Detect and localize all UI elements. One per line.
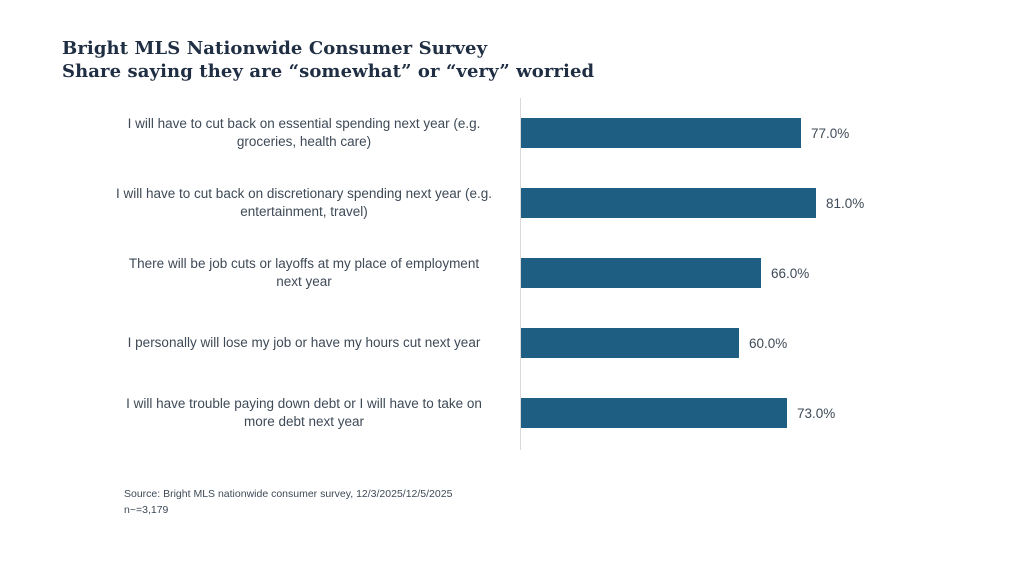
chart-title-line1: Bright MLS Nationwide Consumer Survey [62, 38, 488, 59]
bar [521, 398, 787, 428]
chart-row: I will have to cut back on discretionary… [100, 168, 920, 238]
category-label: There will be job cuts or layoffs at my … [128, 256, 480, 289]
category-label: I will have to cut back on discretionary… [116, 186, 492, 219]
value-label: 66.0% [771, 265, 810, 281]
chart-row: I personally will lose my job or have my… [100, 308, 920, 378]
bar-chart: I will have to cut back on essential spe… [100, 98, 920, 450]
bar [521, 328, 739, 358]
category-label: I will have trouble paying down debt or … [126, 396, 482, 429]
chart-rows: I will have to cut back on essential spe… [100, 98, 920, 448]
bar-zone: 81.0% [521, 168, 864, 238]
chart-row: I will have trouble paying down debt or … [100, 378, 920, 448]
category-label: I will have to cut back on essential spe… [127, 116, 481, 149]
bar-zone: 60.0% [521, 308, 787, 378]
chart-title: Bright MLS Nationwide Consumer Survey Sh… [62, 37, 594, 83]
chart-row: There will be job cuts or layoffs at my … [100, 238, 920, 308]
sample-size-line: n~=3,179 [124, 504, 169, 516]
bar [521, 118, 801, 148]
category-label: I personally will lose my job or have my… [127, 335, 481, 350]
source-note: Source: Bright MLS nationwide consumer s… [124, 486, 452, 518]
bar-zone: 66.0% [521, 238, 809, 308]
bar [521, 258, 761, 288]
bar-zone: 73.0% [521, 378, 835, 448]
value-label: 81.0% [826, 195, 865, 211]
chart-title-line2: Share saying they are “somewhat” or “ver… [62, 61, 595, 82]
source-line: Source: Bright MLS nationwide consumer s… [124, 488, 453, 500]
bar [521, 188, 816, 218]
value-label: 60.0% [749, 335, 788, 351]
value-label: 77.0% [811, 125, 850, 141]
y-axis-line [520, 98, 521, 450]
bar-zone: 77.0% [521, 98, 849, 168]
chart-row: I will have to cut back on essential spe… [100, 98, 920, 168]
value-label: 73.0% [797, 405, 836, 421]
